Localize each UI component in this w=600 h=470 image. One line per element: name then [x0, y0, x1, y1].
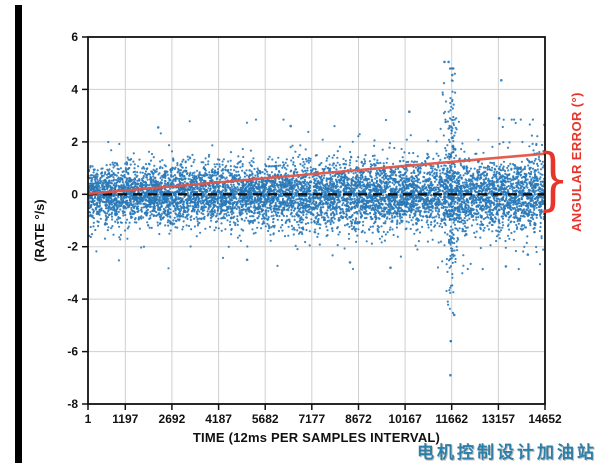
axis-ticks: [82, 36, 546, 410]
angular-error-brace: }: [537, 140, 570, 219]
watermark-text: 电机控制设计加油站: [417, 443, 597, 462]
angular-error-label: ANGULAR ERROR (°): [569, 92, 584, 232]
x-axis-title: TIME (12ms PER SAMPLES INTERVAL): [192, 430, 441, 445]
left-border-bar: [15, 5, 22, 463]
plot-frame: [87, 36, 546, 405]
gridlines: [88, 37, 545, 404]
angular-error-line: [87, 152, 546, 196]
x-tick-labels: 1 1197 2692 4187 5682 7177 8672 10167 11662 13157…: [85, 412, 562, 426]
y-axis-title: (RATE °/s): [32, 199, 47, 262]
scatter-points: [86, 60, 547, 377]
